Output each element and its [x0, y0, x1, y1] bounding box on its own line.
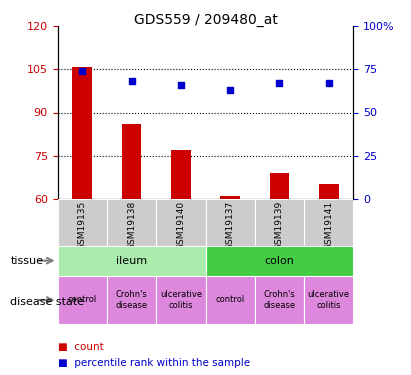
Text: GSM19141: GSM19141: [324, 201, 333, 250]
Text: GSM19138: GSM19138: [127, 201, 136, 250]
Bar: [122, 124, 141, 199]
Bar: [107, 276, 156, 324]
Text: tissue: tissue: [10, 256, 43, 266]
Text: GSM19135: GSM19135: [78, 201, 87, 250]
Bar: [270, 173, 289, 199]
Text: colon: colon: [265, 256, 294, 266]
Bar: [206, 276, 255, 324]
Point: [128, 78, 135, 84]
Point: [326, 80, 332, 86]
Bar: [319, 184, 339, 199]
Point: [79, 68, 85, 74]
Text: ■  count: ■ count: [58, 342, 103, 352]
Text: GSM19137: GSM19137: [226, 201, 235, 250]
Point: [227, 87, 233, 93]
Text: Crohn's
disease: Crohn's disease: [115, 290, 148, 310]
Bar: [171, 150, 191, 199]
Text: GDS559 / 209480_at: GDS559 / 209480_at: [134, 13, 277, 27]
Bar: [206, 246, 353, 276]
Bar: [206, 199, 255, 246]
Text: GSM19139: GSM19139: [275, 201, 284, 250]
Text: ■  percentile rank within the sample: ■ percentile rank within the sample: [58, 358, 249, 368]
Bar: [255, 199, 304, 246]
Bar: [156, 199, 206, 246]
Text: GSM19140: GSM19140: [176, 201, 185, 250]
Text: ulcerative
colitis: ulcerative colitis: [308, 290, 350, 310]
Point: [178, 82, 184, 88]
Bar: [107, 199, 156, 246]
Bar: [304, 276, 353, 324]
Text: ulcerative
colitis: ulcerative colitis: [160, 290, 202, 310]
Bar: [58, 246, 206, 276]
Text: Crohn's
disease: Crohn's disease: [263, 290, 296, 310]
Bar: [156, 276, 206, 324]
Text: control: control: [215, 296, 245, 304]
Text: ileum: ileum: [116, 256, 147, 266]
Bar: [304, 199, 353, 246]
Bar: [58, 199, 107, 246]
Text: control: control: [67, 296, 97, 304]
Text: disease state: disease state: [10, 297, 84, 307]
Bar: [220, 196, 240, 199]
Bar: [255, 276, 304, 324]
Bar: [58, 276, 107, 324]
Point: [276, 80, 283, 86]
Bar: [72, 66, 92, 199]
